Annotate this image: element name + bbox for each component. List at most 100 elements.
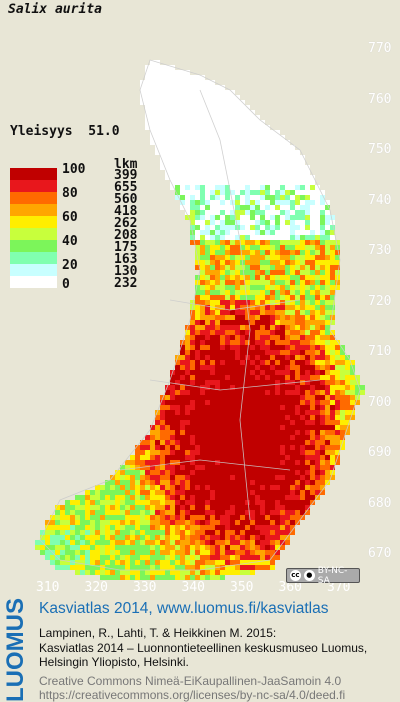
map-grid-cell bbox=[255, 215, 260, 220]
map-grid-cell bbox=[175, 80, 180, 85]
map-grid-cell bbox=[250, 385, 255, 390]
map-grid-cell bbox=[205, 535, 210, 540]
map-grid-cell bbox=[205, 380, 210, 385]
map-grid-cell bbox=[115, 510, 120, 515]
map-grid-cell bbox=[280, 375, 285, 380]
map-grid-cell bbox=[200, 265, 205, 270]
map-grid-cell bbox=[170, 565, 175, 570]
map-grid-cell bbox=[315, 265, 320, 270]
map-grid-cell bbox=[95, 525, 100, 530]
map-grid-cell bbox=[115, 480, 120, 485]
map-grid-cell bbox=[150, 530, 155, 535]
map-grid-cell bbox=[175, 195, 180, 200]
map-grid-cell bbox=[170, 535, 175, 540]
map-grid-cell bbox=[195, 400, 200, 405]
map-grid-cell bbox=[185, 470, 190, 475]
map-grid-cell bbox=[220, 430, 225, 435]
map-grid-cell bbox=[300, 320, 305, 325]
map-grid-cell bbox=[170, 475, 175, 480]
license-url[interactable]: https://creativecommons.org/licenses/by-… bbox=[39, 688, 346, 702]
map-grid-cell bbox=[245, 510, 250, 515]
map-grid-cell bbox=[240, 335, 245, 340]
map-grid-cell bbox=[260, 405, 265, 410]
map-grid-cell bbox=[60, 520, 65, 525]
map-grid-cell bbox=[255, 460, 260, 465]
atlas-link[interactable]: Kasviatlas 2014, www.luomus.fi/kasviatla… bbox=[39, 600, 329, 617]
map-grid-cell bbox=[130, 470, 135, 475]
citation-line-2: Kasviatlas 2014 – Luonnontieteellinen ke… bbox=[39, 641, 368, 655]
map-grid-cell bbox=[245, 425, 250, 430]
map-grid-cell bbox=[190, 425, 195, 430]
map-grid-cell bbox=[230, 190, 235, 195]
map-grid-cell bbox=[205, 190, 210, 195]
map-grid-cell bbox=[125, 575, 130, 580]
map-grid-cell bbox=[215, 500, 220, 505]
map-grid-cell bbox=[290, 165, 295, 170]
map-grid-cell bbox=[225, 260, 230, 265]
map-grid-cell bbox=[325, 290, 330, 295]
map-grid-cell bbox=[160, 130, 165, 135]
map-grid-cell bbox=[305, 415, 310, 420]
map-grid-cell bbox=[320, 345, 325, 350]
map-grid-cell bbox=[240, 470, 245, 475]
map-grid-cell bbox=[205, 315, 210, 320]
map-grid-cell bbox=[310, 210, 315, 215]
map-grid-cell bbox=[335, 350, 340, 355]
map-grid-cell bbox=[90, 545, 95, 550]
map-grid-cell bbox=[185, 355, 190, 360]
map-grid-cell bbox=[240, 380, 245, 385]
map-grid-cell bbox=[215, 480, 220, 485]
map-grid-cell bbox=[270, 265, 275, 270]
map-grid-cell bbox=[90, 550, 95, 555]
map-grid-cell bbox=[275, 410, 280, 415]
map-grid-cell bbox=[155, 455, 160, 460]
map-grid-cell bbox=[290, 465, 295, 470]
map-grid-cell bbox=[290, 500, 295, 505]
map-grid-cell bbox=[270, 360, 275, 365]
map-grid-cell bbox=[330, 335, 335, 340]
map-grid-cell bbox=[215, 515, 220, 520]
map-grid-cell bbox=[330, 365, 335, 370]
map-grid-cell bbox=[210, 310, 215, 315]
map-grid-cell bbox=[145, 535, 150, 540]
map-grid-cell bbox=[265, 160, 270, 165]
map-grid-cell bbox=[50, 520, 55, 525]
map-grid-cell bbox=[205, 250, 210, 255]
map-grid-cell bbox=[240, 465, 245, 470]
map-grid-cell bbox=[295, 490, 300, 495]
map-grid-cell bbox=[230, 320, 235, 325]
map-grid-cell bbox=[75, 565, 80, 570]
map-grid-cell bbox=[205, 210, 210, 215]
map-grid-cell bbox=[290, 455, 295, 460]
map-grid-cell bbox=[230, 210, 235, 215]
map-grid-cell bbox=[285, 525, 290, 530]
map-grid-cell bbox=[50, 540, 55, 545]
map-grid-cell bbox=[85, 520, 90, 525]
map-grid-cell bbox=[275, 320, 280, 325]
map-grid-cell bbox=[170, 170, 175, 175]
map-grid-cell bbox=[215, 305, 220, 310]
map-grid-cell bbox=[220, 210, 225, 215]
map-grid-cell bbox=[245, 455, 250, 460]
map-grid-cell bbox=[320, 255, 325, 260]
map-grid-cell bbox=[335, 460, 340, 465]
map-grid-cell bbox=[220, 125, 225, 130]
map-grid-cell bbox=[210, 255, 215, 260]
map-grid-cell bbox=[245, 335, 250, 340]
map-grid-cell bbox=[220, 500, 225, 505]
map-grid-cell bbox=[105, 515, 110, 520]
map-grid-cell bbox=[270, 410, 275, 415]
map-grid-cell bbox=[335, 440, 340, 445]
map-grid-cell bbox=[115, 560, 120, 565]
legend-count: 175 bbox=[114, 240, 138, 255]
map-grid-cell bbox=[255, 405, 260, 410]
map-grid-cell bbox=[240, 265, 245, 270]
map-grid-cell bbox=[255, 265, 260, 270]
map-grid-cell bbox=[250, 190, 255, 195]
map-grid-cell bbox=[280, 435, 285, 440]
map-grid-cell bbox=[340, 445, 345, 450]
map-grid-cell bbox=[190, 440, 195, 445]
map-grid-cell bbox=[200, 405, 205, 410]
map-grid-cell bbox=[315, 490, 320, 495]
map-grid-cell bbox=[340, 365, 345, 370]
